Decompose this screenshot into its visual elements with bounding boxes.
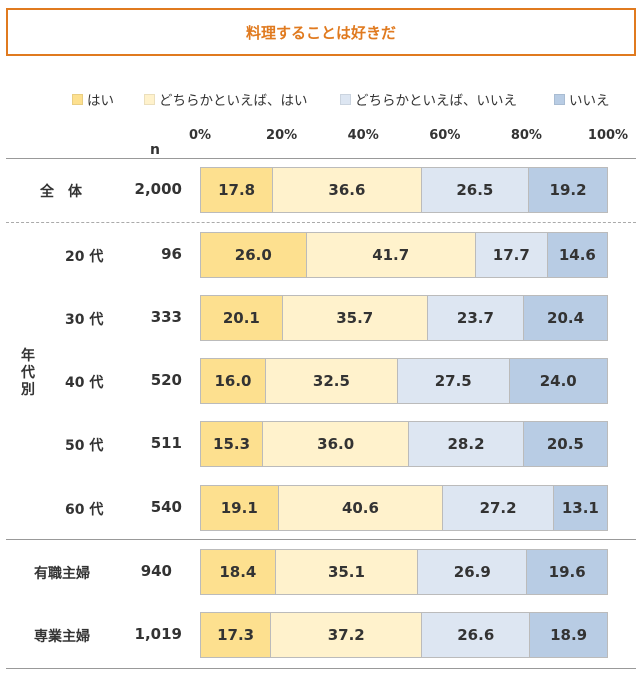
legend-item: はい [72,89,114,109]
bar-segment: 27.5 [397,359,510,403]
row-label: 60 代 [65,502,104,518]
row-n-value: 520 [150,371,182,389]
n-column-header: n [150,142,160,158]
row-n-value: 1,019 [134,625,182,643]
bar-segment: 26.5 [421,168,530,212]
chart-title: 料理することは好きだ [245,23,396,42]
stacked-bar: 15.3 36.0 28.2 20.5 [200,421,608,467]
bar-segment: 20.4 [524,296,607,340]
legend-item: いいえ [554,89,610,109]
bar-segment: 18.4 [201,550,276,594]
bar-segment: 17.3 [201,613,272,657]
total-divider [6,222,636,223]
row-label: 40 代 [65,375,104,391]
row-n-value: 96 [161,245,182,263]
chart-title-box: 料理することは好きだ [6,8,636,56]
stacked-bar: 16.0 32.5 27.5 24.0 [200,358,608,404]
bar-segment: 16.0 [201,359,266,403]
legend-swatch [144,93,155,105]
legend-swatch [340,93,351,105]
x-tick-label: 60% [429,128,461,143]
bar-segment: 20.1 [201,296,283,340]
legend-label: はい [87,93,114,109]
bar-segment: 17.8 [201,168,274,212]
age-group-label: 年代別 [21,348,35,398]
row-label: 専業主婦 [34,629,90,645]
row-n-value: 333 [150,308,182,326]
bar-segment: 13.1 [553,486,607,530]
bar-segment: 36.6 [273,168,422,212]
stacked-bar: 18.4 35.1 26.9 19.6 [200,549,608,595]
legend-swatch [554,93,565,105]
row-label: 50 代 [65,438,104,454]
bar-segment: 26.0 [201,233,307,277]
bar-segment: 32.5 [265,359,398,403]
bar-segment: 36.0 [263,422,410,466]
legend-swatch [72,93,83,105]
bar-segment: 15.3 [201,422,264,466]
stacked-bar: 26.0 41.7 17.7 14.6 [200,232,608,278]
bar-segment: 24.0 [509,359,607,403]
stacked-bar: 19.1 40.6 27.2 13.1 [200,485,608,531]
row-label: 30 代 [65,312,104,328]
bar-segment: 28.2 [409,422,524,466]
x-tick-label: 100% [587,128,629,143]
x-tick-label: 20% [266,128,298,143]
stacked-bar: 17.3 37.2 26.6 18.9 [200,612,608,658]
bar-segment: 37.2 [271,613,423,657]
bar-segment: 19.1 [201,486,279,530]
row-n-value: 940 [140,562,172,580]
bar-segment: 27.2 [443,486,554,530]
stacked-bar: 17.8 36.6 26.5 19.2 [200,167,608,213]
x-tick-label: 80% [510,128,542,143]
bar-segment: 18.9 [530,613,607,657]
bar-segment: 23.7 [427,296,525,340]
bar-segment: 20.5 [523,422,607,466]
x-tick-label: 0% [188,128,212,143]
bar-segment: 14.6 [547,233,607,277]
age-group-divider [6,539,636,540]
bar-segment: 19.2 [529,168,607,212]
bar-segment: 17.7 [475,233,548,277]
legend-label: いいえ [569,93,610,109]
row-label: 全 体 [40,184,82,200]
bar-segment: 19.6 [527,550,607,594]
row-label: 有職主婦 [34,566,90,582]
legend-item: どちらかといえば、はい [144,89,308,109]
row-n-value: 511 [150,434,182,452]
row-n-value: 540 [150,498,182,516]
bar-segment: 26.6 [422,613,531,657]
bottom-divider [6,668,636,669]
bar-segment: 41.7 [306,233,476,277]
bar-segment: 40.6 [278,486,444,530]
x-tick-label: 40% [347,128,379,143]
legend-label: どちらかといえば、いいえ [355,93,517,109]
bar-segment: 35.7 [282,296,428,340]
legend-item: どちらかといえば、いいえ [340,89,517,109]
legend-label: どちらかといえば、はい [159,93,308,109]
bar-segment: 35.1 [275,550,419,594]
row-n-value: 2,000 [134,180,182,198]
bar-segment: 26.9 [418,550,528,594]
stacked-bar: 20.1 35.7 23.7 20.4 [200,295,608,341]
header-divider [6,158,636,159]
row-label: 20 代 [65,249,104,265]
